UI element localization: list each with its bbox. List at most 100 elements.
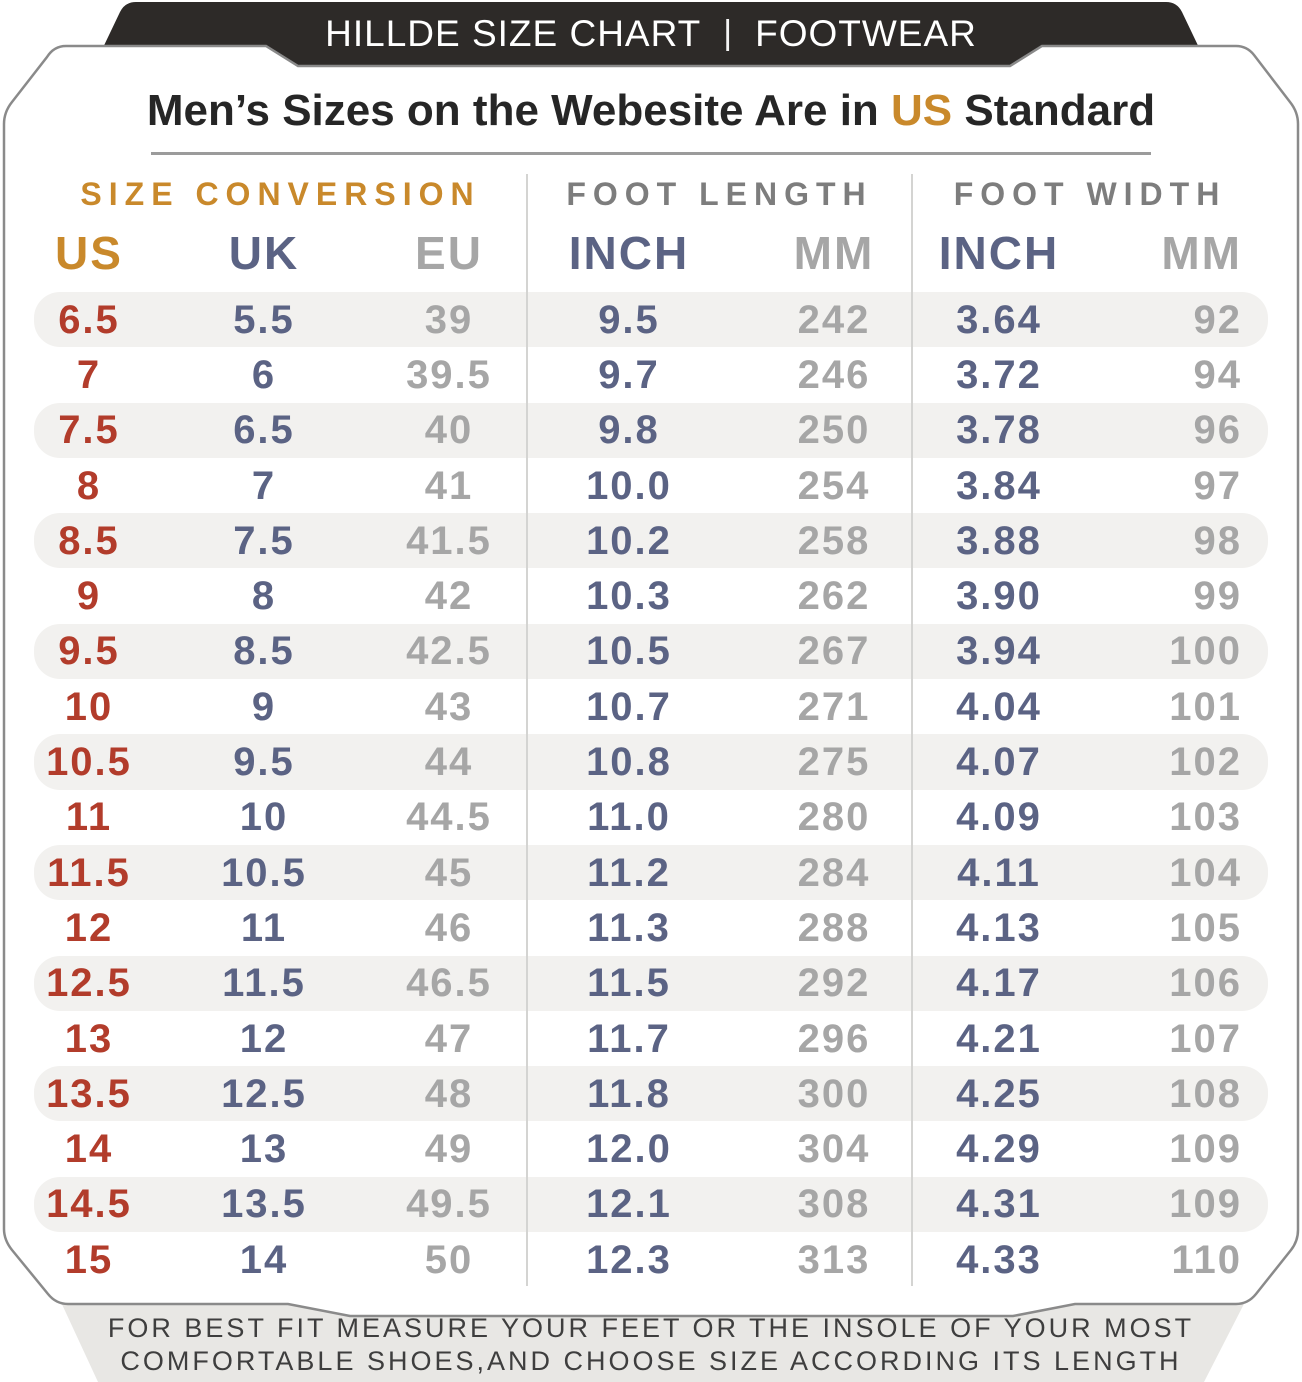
cell-width-inch: 4.17 [956, 961, 1042, 1006]
cell-us-size: 7 [76, 352, 102, 397]
cell-width-inch: 4.33 [956, 1237, 1042, 1282]
title-divider-rule [151, 152, 1151, 155]
table-row: 8.5 7.5 41.5 10.2 258 3.88 98 [34, 513, 1268, 569]
column-header-uk: UK [228, 227, 300, 279]
cell-us-size: 11.5 [47, 850, 131, 895]
cell-width-mm: 106 [1169, 961, 1242, 1006]
cell-us-size: 12 [64, 905, 114, 950]
cell-eu-size: 44.5 [406, 795, 492, 840]
cell-us-size: 14.5 [46, 1182, 132, 1227]
cell-width-mm: 99 [1193, 574, 1242, 619]
cell-length-inch: 9.8 [598, 408, 660, 453]
cell-us-size: 7.5 [58, 408, 120, 453]
table-row: 7 6 39.5 9.7 246 3.72 94 [34, 347, 1268, 402]
cell-width-mm: 94 [1193, 352, 1242, 397]
cell-length-inch: 10.2 [586, 518, 672, 563]
cell-length-inch: 12.1 [586, 1182, 672, 1227]
cell-width-inch: 4.21 [956, 1016, 1042, 1061]
cell-us-size: 6.5 [58, 297, 120, 342]
cell-eu-size: 49.5 [406, 1182, 492, 1227]
cell-us-size: 10.5 [46, 740, 132, 785]
cell-width-inch: 3.88 [956, 518, 1042, 563]
cell-width-mm: 100 [1169, 629, 1242, 674]
cell-width-mm: 98 [1193, 518, 1242, 563]
cell-us-size: 13.5 [46, 1071, 132, 1116]
column-header-eu: EU [415, 227, 483, 279]
page-title: Men’s Sizes on the Webesite Are in US St… [34, 86, 1268, 136]
cell-eu-size: 46 [424, 905, 474, 950]
cell-length-inch: 11.3 [587, 905, 671, 950]
cell-uk-size: 8.5 [233, 629, 295, 674]
cell-us-size: 9 [76, 574, 102, 619]
table-row: 11 10 44.5 11.0 280 4.09 103 [34, 790, 1268, 845]
cell-width-inch: 3.94 [956, 629, 1042, 674]
cell-width-inch: 3.84 [956, 463, 1042, 508]
table-row: 13 12 47 11.7 296 4.21 107 [34, 1011, 1268, 1066]
cell-width-inch: 3.78 [956, 408, 1042, 453]
banner-category-label: FOOTWEAR [755, 13, 977, 54]
table-row: 9 8 42 10.3 262 3.90 99 [34, 568, 1268, 623]
cell-uk-size: 9.5 [233, 740, 295, 785]
column-headers: US UK EU INCH MM INCH MM [34, 218, 1268, 280]
cell-width-inch: 3.90 [956, 574, 1042, 619]
cell-us-size: 12.5 [46, 961, 132, 1006]
cell-us-size: 8.5 [58, 518, 120, 563]
cell-us-size: 15 [64, 1237, 114, 1282]
cell-length-mm: 254 [797, 463, 871, 508]
cell-width-mm: 96 [1193, 408, 1242, 453]
cell-length-inch: 11.8 [587, 1071, 671, 1116]
cell-length-inch: 10.3 [586, 574, 672, 619]
cell-eu-size: 48 [424, 1071, 474, 1116]
table-row: 9.5 8.5 42.5 10.5 267 3.94 100 [34, 623, 1268, 680]
cell-eu-size: 39.5 [406, 352, 492, 397]
cell-width-mm: 101 [1169, 684, 1242, 729]
cell-eu-size: 42.5 [406, 629, 492, 674]
footer-note-line2: COMFORTABLE SHOES,AND CHOOSE SIZE ACCORD… [120, 1346, 1182, 1376]
table-row: 10 9 43 10.7 271 4.04 101 [34, 679, 1268, 734]
cell-uk-size: 8 [251, 574, 277, 619]
cell-length-mm: 284 [797, 850, 871, 895]
cell-eu-size: 46.5 [406, 961, 492, 1006]
cell-length-mm: 246 [797, 352, 871, 397]
cell-length-mm: 313 [797, 1237, 871, 1282]
cell-uk-size: 11.5 [222, 961, 306, 1006]
cell-eu-size: 44 [424, 740, 474, 785]
banner-shape [95, 2, 1207, 72]
cell-length-mm: 288 [797, 905, 871, 950]
cell-uk-size: 14 [239, 1237, 289, 1282]
cell-width-mm: 107 [1169, 1016, 1242, 1061]
table-row: 12.5 11.5 46.5 11.5 292 4.17 106 [34, 955, 1268, 1011]
cell-width-mm: 104 [1169, 850, 1242, 895]
cell-width-mm: 105 [1169, 905, 1242, 950]
cell-length-inch: 12.0 [586, 1127, 672, 1172]
cell-width-inch: 4.04 [956, 684, 1042, 729]
column-header-us: US [55, 227, 123, 279]
cell-width-mm: 102 [1169, 740, 1242, 785]
cell-width-inch: 4.07 [956, 740, 1042, 785]
cell-uk-size: 7 [251, 463, 277, 508]
table-row: 12 11 46 11.3 288 4.13 105 [34, 900, 1268, 955]
column-header-len-mm: MM [793, 227, 875, 279]
banner: HILLDE SIZE CHART | FOOTWEAR [0, 0, 1302, 68]
table-row: 14 13 49 12.0 304 4.29 109 [34, 1121, 1268, 1176]
table-row: 15 14 50 12.3 313 4.33 110 [34, 1232, 1268, 1287]
cell-eu-size: 42 [424, 574, 474, 619]
cell-length-mm: 280 [797, 795, 871, 840]
cell-length-mm: 292 [797, 961, 871, 1006]
cell-length-inch: 9.5 [598, 297, 660, 342]
cell-length-inch: 11.5 [587, 961, 671, 1006]
cell-length-inch: 11.0 [587, 795, 671, 840]
cell-length-inch: 10.0 [586, 463, 672, 508]
cell-uk-size: 10.5 [221, 850, 307, 895]
cell-length-mm: 275 [797, 740, 871, 785]
cell-length-inch: 12.3 [586, 1237, 672, 1282]
cell-eu-size: 41 [424, 463, 474, 508]
column-header-wid-mm: MM [1161, 227, 1242, 279]
cell-length-mm: 304 [797, 1127, 871, 1172]
cell-width-mm: 92 [1193, 297, 1242, 342]
cell-eu-size: 49 [424, 1127, 474, 1172]
group-header-foot-width: FOOT WIDTH [953, 176, 1227, 212]
cell-eu-size: 45 [424, 850, 474, 895]
banner-separator: | [723, 13, 734, 52]
cell-length-mm: 267 [797, 629, 871, 674]
